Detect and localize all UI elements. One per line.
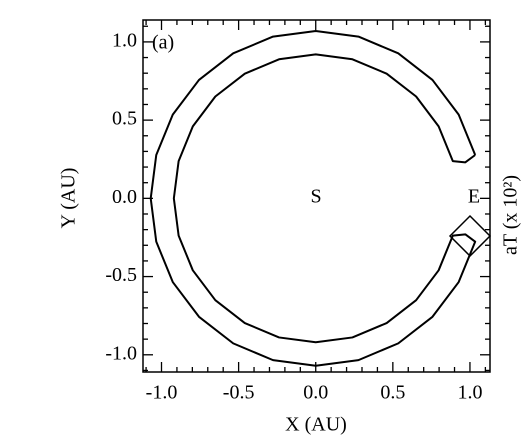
orbit-curve bbox=[149, 29, 477, 367]
panel-label: (a) bbox=[152, 32, 174, 54]
y-axis-label: Y (AU) bbox=[58, 168, 80, 229]
y-tick-label: 0.0 bbox=[112, 186, 137, 208]
earth-label: E bbox=[468, 186, 480, 208]
sun-label: S bbox=[310, 186, 321, 208]
x-tick-label: -0.5 bbox=[223, 382, 255, 404]
x-axis-label: X (AU) bbox=[285, 414, 347, 436]
right-axis-label: aT (x 10²) bbox=[500, 175, 522, 255]
x-tick-label: 0.5 bbox=[380, 382, 405, 404]
x-tick-label: 0.0 bbox=[303, 382, 328, 404]
y-tick-label: -0.5 bbox=[105, 264, 137, 286]
y-tick-label: 1.0 bbox=[112, 29, 137, 51]
x-tick-label: -1.0 bbox=[146, 382, 178, 404]
y-tick-label: -1.0 bbox=[105, 342, 137, 364]
x-tick-label: 1.0 bbox=[457, 382, 482, 404]
y-tick-label: 0.5 bbox=[112, 108, 137, 130]
plot-frame bbox=[142, 19, 491, 373]
